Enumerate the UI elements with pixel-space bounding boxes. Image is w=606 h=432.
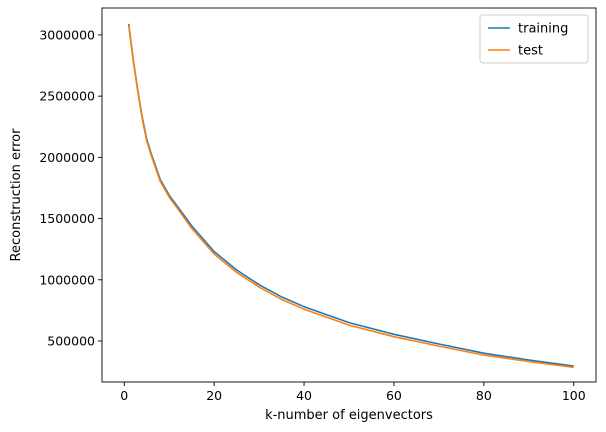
- plot-area: [127, 23, 574, 369]
- series-line-test: [127, 24, 574, 369]
- axes: 0 20 40 60 80 100 500000 1000000 1500000 2000000 2…: [39, 7, 597, 403]
- y-axis-label: Reconstruction error: [9, 128, 24, 262]
- legend: training test: [479, 14, 589, 64]
- y-tick-label: 2000000: [39, 150, 95, 165]
- legend-label-test: test: [518, 44, 543, 59]
- series-line-training: [127, 23, 574, 367]
- x-tick-label: 60: [386, 388, 402, 403]
- x-tick-label: 100: [562, 388, 586, 403]
- y-tick-label: 2500000: [39, 89, 95, 104]
- x-tick-label: 0: [120, 388, 128, 403]
- x-axis-label: k-number of eigenvectors: [265, 408, 433, 423]
- y-tick-label: 500000: [47, 333, 95, 348]
- legend-label-training: training: [518, 22, 568, 37]
- legend-box: [479, 14, 589, 64]
- y-tick-label: 1500000: [39, 211, 95, 226]
- x-tick-label: 40: [296, 388, 312, 403]
- y-tick-label: 3000000: [39, 27, 95, 42]
- plot-frame: [101, 7, 597, 383]
- x-tick-label: 80: [476, 388, 492, 403]
- y-tick-label: 1000000: [39, 272, 95, 287]
- x-tick-label: 20: [206, 388, 222, 403]
